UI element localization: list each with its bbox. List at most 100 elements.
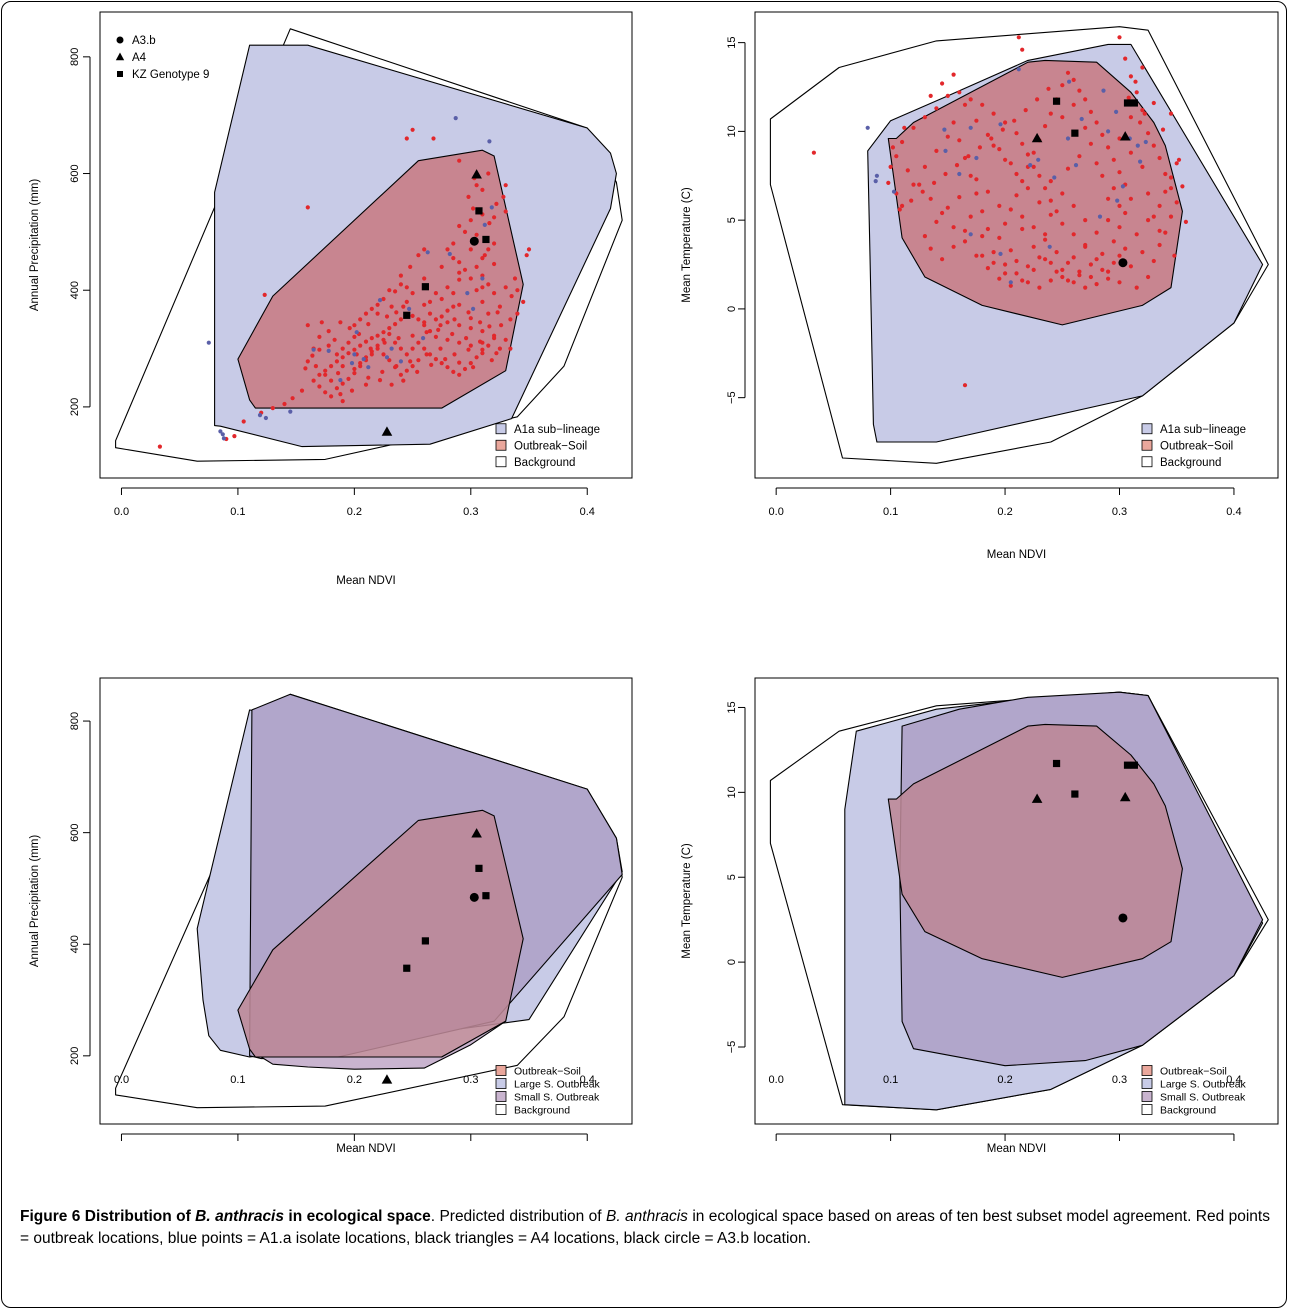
- outbreak-point: [1014, 171, 1019, 177]
- y-tick-label: −5: [726, 391, 738, 404]
- outbreak-point: [503, 337, 508, 342]
- legend-label: Small S. Outbreak: [1160, 1092, 1246, 1104]
- a1a-point: [326, 348, 331, 353]
- outbreak-point: [468, 343, 473, 348]
- outbreak-point: [398, 317, 403, 322]
- x-tick-label: 0.3: [463, 1074, 478, 1086]
- outbreak-point: [974, 253, 979, 258]
- legend-swatch: [1141, 1104, 1153, 1115]
- outbreak-point: [1016, 35, 1021, 40]
- y-axis-label: Mean Temperature (C): [681, 843, 693, 959]
- outbreak-point: [940, 210, 945, 216]
- outbreak-point: [480, 285, 485, 290]
- a1a-point: [943, 148, 948, 153]
- a1a-point: [1143, 139, 1148, 145]
- outbreak-point: [1043, 124, 1048, 129]
- outbreak-point: [384, 314, 390, 319]
- a1a-point: [465, 291, 470, 296]
- outbreak-point: [1106, 196, 1111, 201]
- outbreak-point: [466, 194, 471, 199]
- outbreak-point: [492, 336, 497, 341]
- legend-label: Background: [514, 457, 575, 469]
- outbreak-point: [974, 191, 979, 196]
- plot-box: [754, 11, 1279, 479]
- outbreak-point: [433, 357, 438, 362]
- a1a-point: [1065, 136, 1071, 141]
- outbreak-point: [482, 253, 487, 258]
- outbreak-point: [1003, 262, 1008, 267]
- outbreak-point: [951, 225, 956, 230]
- outbreak-point: [404, 299, 409, 304]
- outbreak-point: [1151, 100, 1156, 106]
- outbreak-point: [497, 304, 502, 309]
- outbreak-point: [1020, 47, 1025, 52]
- outbreak-point: [445, 308, 450, 313]
- region-legend: A1a sub−lineage Outbreak−Soil Background: [1141, 423, 1246, 469]
- plot-box: [99, 11, 633, 479]
- a1a-point: [482, 222, 487, 227]
- legend-swatch: [1141, 1091, 1153, 1102]
- outbreak-point: [340, 381, 345, 386]
- outbreak-point: [1083, 242, 1088, 248]
- outbreak-point: [1000, 127, 1005, 132]
- kz-genotype9-marker: [1052, 97, 1061, 105]
- outbreak-point: [404, 352, 409, 357]
- outbreak-point: [401, 304, 406, 309]
- outbreak-point: [1031, 225, 1036, 230]
- outbreak-point: [486, 282, 491, 287]
- outbreak-point: [369, 352, 374, 357]
- outbreak-point: [499, 323, 504, 328]
- legend-circle-icon: [116, 36, 124, 44]
- outbreak-point: [375, 333, 380, 338]
- y-tick-label: −5: [726, 1041, 738, 1054]
- legend-swatch: [1141, 456, 1153, 468]
- outbreak-point: [369, 336, 374, 341]
- a1a-point: [377, 298, 383, 303]
- legend-label: Large S. Outbreak: [514, 1079, 601, 1091]
- outbreak-point: [457, 323, 462, 328]
- outbreak-point: [464, 336, 469, 341]
- outbreak-point: [911, 125, 916, 130]
- outbreak-point: [462, 366, 468, 372]
- outbreak-point: [438, 346, 443, 351]
- outbreak-point: [474, 183, 479, 188]
- outbreak-point: [886, 180, 891, 185]
- outbreak-point: [1100, 132, 1105, 137]
- outbreak-point: [338, 320, 343, 325]
- outbreak-point: [334, 359, 339, 364]
- outbreak-point: [329, 378, 334, 383]
- a4-marker: [471, 828, 482, 838]
- outbreak-point: [1060, 274, 1065, 280]
- outbreak-point: [387, 288, 392, 293]
- outbreak-point: [303, 366, 308, 371]
- outbreak-point: [466, 347, 471, 352]
- legend-swatch: [495, 1078, 507, 1089]
- legend-square-icon: [117, 71, 123, 77]
- outbreak-point: [1008, 248, 1013, 253]
- outbreak-point: [480, 351, 485, 356]
- kz-genotype9-marker: [421, 283, 429, 291]
- outbreak-point: [457, 372, 462, 377]
- outbreak-point: [334, 352, 339, 357]
- legend-label: Outbreak−Soil: [514, 1066, 581, 1078]
- outbreak-point: [404, 136, 409, 141]
- outbreak-point: [323, 372, 328, 377]
- outbreak-point: [1071, 102, 1076, 107]
- legend-swatch: [495, 439, 507, 451]
- x-tick-label: 0.1: [883, 1074, 898, 1086]
- outbreak-point: [957, 90, 962, 95]
- region-legend: A1a sub−lineage Outbreak−Soil Background: [495, 423, 600, 469]
- outbreak-point: [410, 127, 415, 132]
- outbreak-point: [1043, 232, 1048, 237]
- a1a-point: [221, 436, 226, 441]
- legend-label: Outbreak−Soil: [514, 440, 587, 452]
- caption-label: Figure 6 Distribution of B. anthracis in…: [20, 1208, 431, 1225]
- outbreak-point: [1134, 90, 1139, 95]
- outbreak-point: [1163, 230, 1168, 235]
- outbreak-point: [375, 302, 380, 307]
- outbreak-point: [1106, 218, 1111, 223]
- outbreak-point: [486, 247, 491, 252]
- outbreak-point: [1083, 125, 1088, 130]
- outbreak-point: [439, 296, 444, 302]
- outbreak-point: [474, 288, 479, 293]
